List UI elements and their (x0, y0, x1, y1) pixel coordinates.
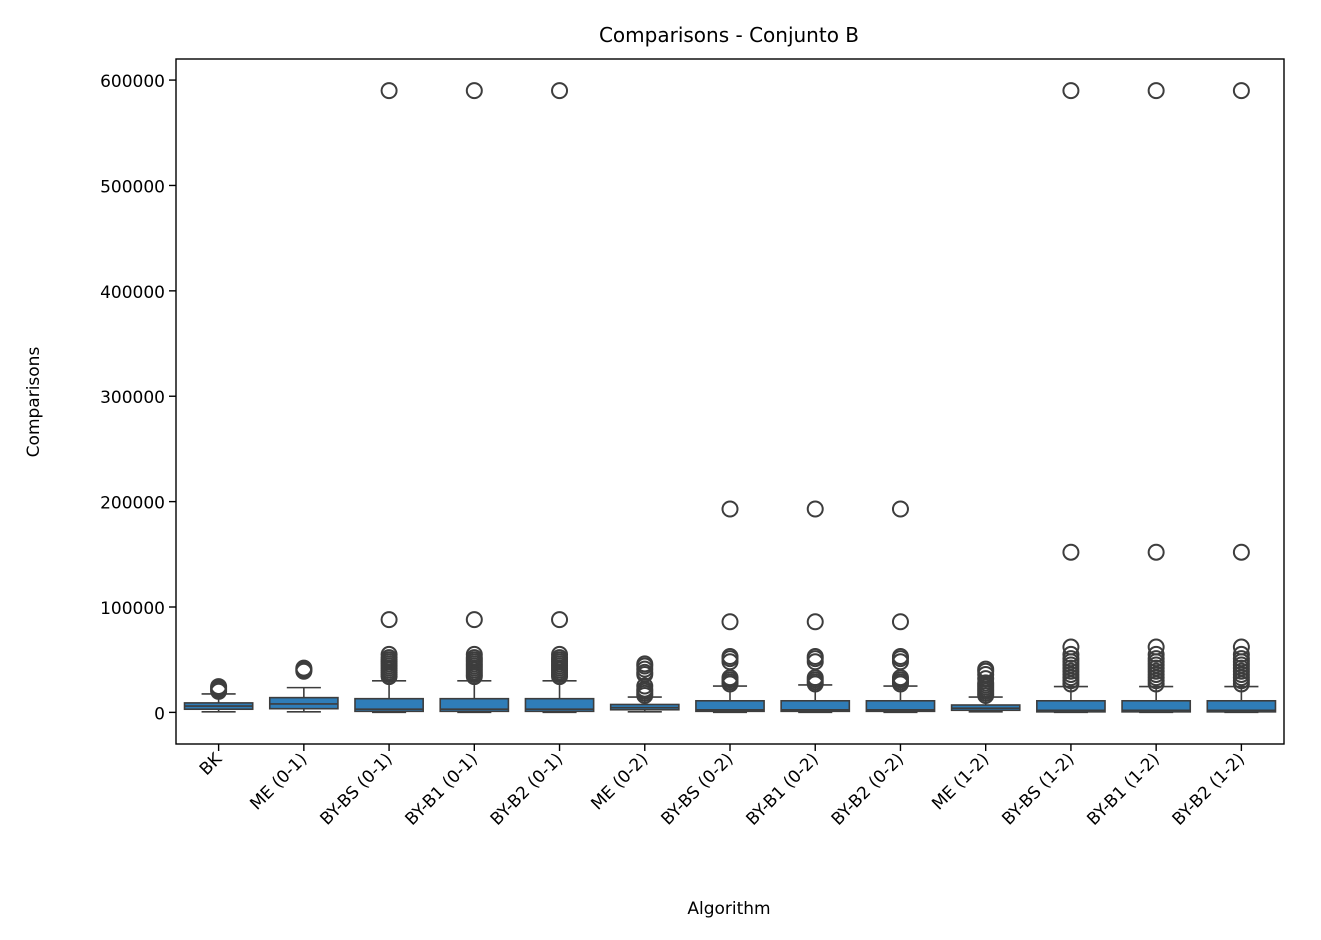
box-group (865, 500, 936, 714)
outlier-point (1232, 543, 1250, 561)
outlier-point (721, 613, 739, 631)
outlier-point (977, 674, 995, 692)
box-group (695, 500, 765, 714)
y-tick-label: 200000 (100, 494, 165, 514)
y-tick-label: 0 (154, 704, 165, 724)
box (439, 697, 510, 713)
outlier-point (380, 645, 398, 663)
outlier-point (1062, 543, 1080, 561)
box (524, 697, 595, 713)
box (865, 699, 936, 713)
box (780, 699, 851, 713)
outlier-point (551, 82, 569, 100)
outlier-point (1232, 638, 1250, 656)
y-tick-label: 300000 (100, 388, 165, 408)
outlier-point (806, 648, 824, 666)
outlier-point (380, 611, 398, 629)
outlier-point (636, 677, 654, 695)
outlier-point (891, 613, 909, 631)
y-tick-label: 100000 (100, 599, 165, 619)
box-group (609, 655, 680, 713)
outlier-point (636, 655, 654, 673)
x-axis-label: Algorithm (687, 899, 770, 919)
box-group (524, 82, 595, 714)
outlier-point (977, 660, 995, 678)
outlier-point (1062, 638, 1080, 656)
outlier-point (977, 670, 995, 688)
box-group (1121, 82, 1192, 714)
outlier-point (465, 82, 483, 100)
outlier-point (465, 645, 483, 663)
y-axis-label: Comparisons (24, 347, 44, 458)
box-group (439, 82, 510, 714)
outlier-point (1062, 82, 1080, 100)
outlier-point (721, 500, 739, 518)
outlier-point (891, 648, 909, 666)
box (695, 699, 765, 713)
box-group (950, 660, 1021, 713)
box-group (183, 678, 254, 713)
outlier-point (1062, 645, 1080, 663)
outlier-point (551, 645, 569, 663)
outlier-point (891, 500, 909, 518)
box-group (268, 659, 339, 713)
outlier-point (806, 500, 824, 518)
outlier-point (806, 613, 824, 631)
outlier-point (1147, 650, 1165, 668)
outlier-point (1232, 650, 1250, 668)
y-axis: 0 100000 200000 300000 400000 500000 600000 (100, 72, 176, 724)
y-tick-label: 500000 (100, 177, 165, 197)
box-group (1206, 82, 1277, 714)
outlier-point (1147, 543, 1165, 561)
outlier-point (1232, 82, 1250, 100)
outlier-point (551, 611, 569, 629)
y-tick-label: 400000 (100, 283, 165, 303)
y-tick-label: 600000 (100, 72, 165, 92)
box-group (354, 82, 424, 714)
outlier-point (721, 648, 739, 666)
outlier-point (1232, 645, 1250, 663)
chart-title: Comparisons - Conjunto B (599, 23, 859, 47)
box (354, 697, 424, 713)
box (1121, 699, 1192, 713)
box (1206, 699, 1277, 713)
outlier-point (210, 678, 228, 696)
outlier-point (1147, 645, 1165, 663)
outlier-point (1147, 82, 1165, 100)
outlier-point (295, 659, 313, 677)
box-group (780, 500, 851, 714)
outlier-point (1062, 650, 1080, 668)
box-group (1036, 82, 1106, 714)
outlier-point (380, 82, 398, 100)
outlier-point (1147, 638, 1165, 656)
box (1036, 699, 1106, 713)
plot-area (183, 82, 1277, 714)
outlier-point (465, 611, 483, 629)
